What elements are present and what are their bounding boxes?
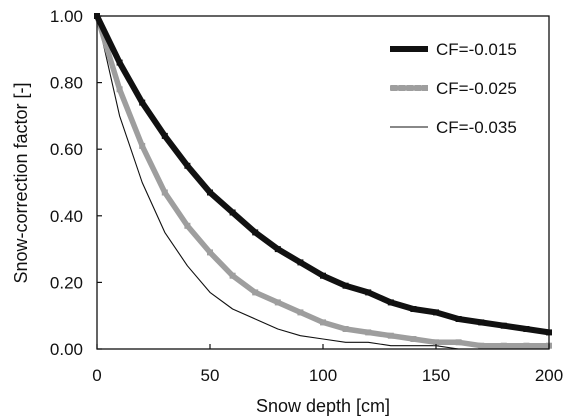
series-layer (94, 13, 552, 350)
data-point (297, 259, 304, 266)
x-tick-label: 200 (535, 366, 563, 385)
legend-marker (407, 46, 413, 52)
x-axis-title: Snow depth [cm] (256, 396, 390, 416)
data-point (139, 142, 146, 149)
x-tick-label: 100 (309, 366, 337, 385)
y-axis-title: Snow-correction factor [-] (11, 82, 31, 283)
legend-marker (422, 85, 428, 91)
data-point (410, 306, 417, 312)
x-tick-label: 0 (92, 366, 101, 385)
legend-label: CF=-0.025 (436, 79, 517, 98)
legend-marker (415, 46, 421, 52)
data-point (523, 326, 530, 332)
data-point (433, 309, 439, 316)
legend-marker (422, 46, 428, 52)
y-tick-label: 0.60 (50, 140, 83, 159)
ticks-layer: 0 50 100 150 200 0.00 0.20 0.40 0.60 0.80 1.00 (50, 7, 563, 385)
data-point (252, 289, 259, 296)
data-point (320, 319, 326, 326)
legend-marker (399, 85, 405, 91)
data-point (523, 342, 530, 349)
data-point (116, 86, 123, 93)
data-point (365, 289, 372, 296)
data-point (500, 342, 507, 349)
legend-marker (415, 85, 421, 91)
data-point (252, 229, 259, 236)
data-point (478, 342, 485, 349)
legend-marker (407, 85, 413, 91)
data-point (342, 282, 349, 289)
data-point (455, 316, 462, 322)
data-point (184, 162, 191, 169)
data-point (229, 272, 236, 279)
data-point (433, 339, 439, 346)
data-point (274, 299, 281, 306)
data-point (478, 319, 485, 326)
y-tick-label: 0.20 (50, 273, 83, 292)
data-point (455, 339, 462, 346)
legend: CF=-0.015 CF=-0.025 CF=-0.035 (390, 40, 517, 137)
data-point (410, 336, 417, 342)
data-point (365, 329, 372, 336)
data-point (229, 209, 236, 216)
y-tick-label: 0.40 (50, 207, 83, 226)
data-point (184, 222, 191, 229)
legend-label: CF=-0.015 (436, 40, 517, 59)
legend-marker (399, 46, 405, 52)
data-point (320, 272, 326, 279)
data-point (274, 246, 281, 253)
data-point (116, 59, 123, 66)
data-point (297, 309, 304, 316)
legend-marker (391, 85, 397, 91)
y-tick-label: 1.00 (50, 7, 83, 26)
data-point (387, 299, 394, 306)
legend-marker (391, 46, 397, 52)
x-tick-label: 50 (201, 366, 220, 385)
data-point (500, 322, 507, 329)
y-tick-label: 0.00 (50, 340, 83, 359)
y-tick-label: 0.80 (50, 74, 83, 93)
data-point (387, 332, 394, 339)
legend-label: CF=-0.035 (436, 118, 517, 137)
data-point (161, 132, 168, 139)
x-tick-label: 150 (422, 366, 450, 385)
data-point (161, 189, 168, 196)
data-point (207, 249, 213, 256)
data-point (342, 326, 349, 332)
data-point (207, 189, 213, 196)
data-point (139, 99, 146, 106)
